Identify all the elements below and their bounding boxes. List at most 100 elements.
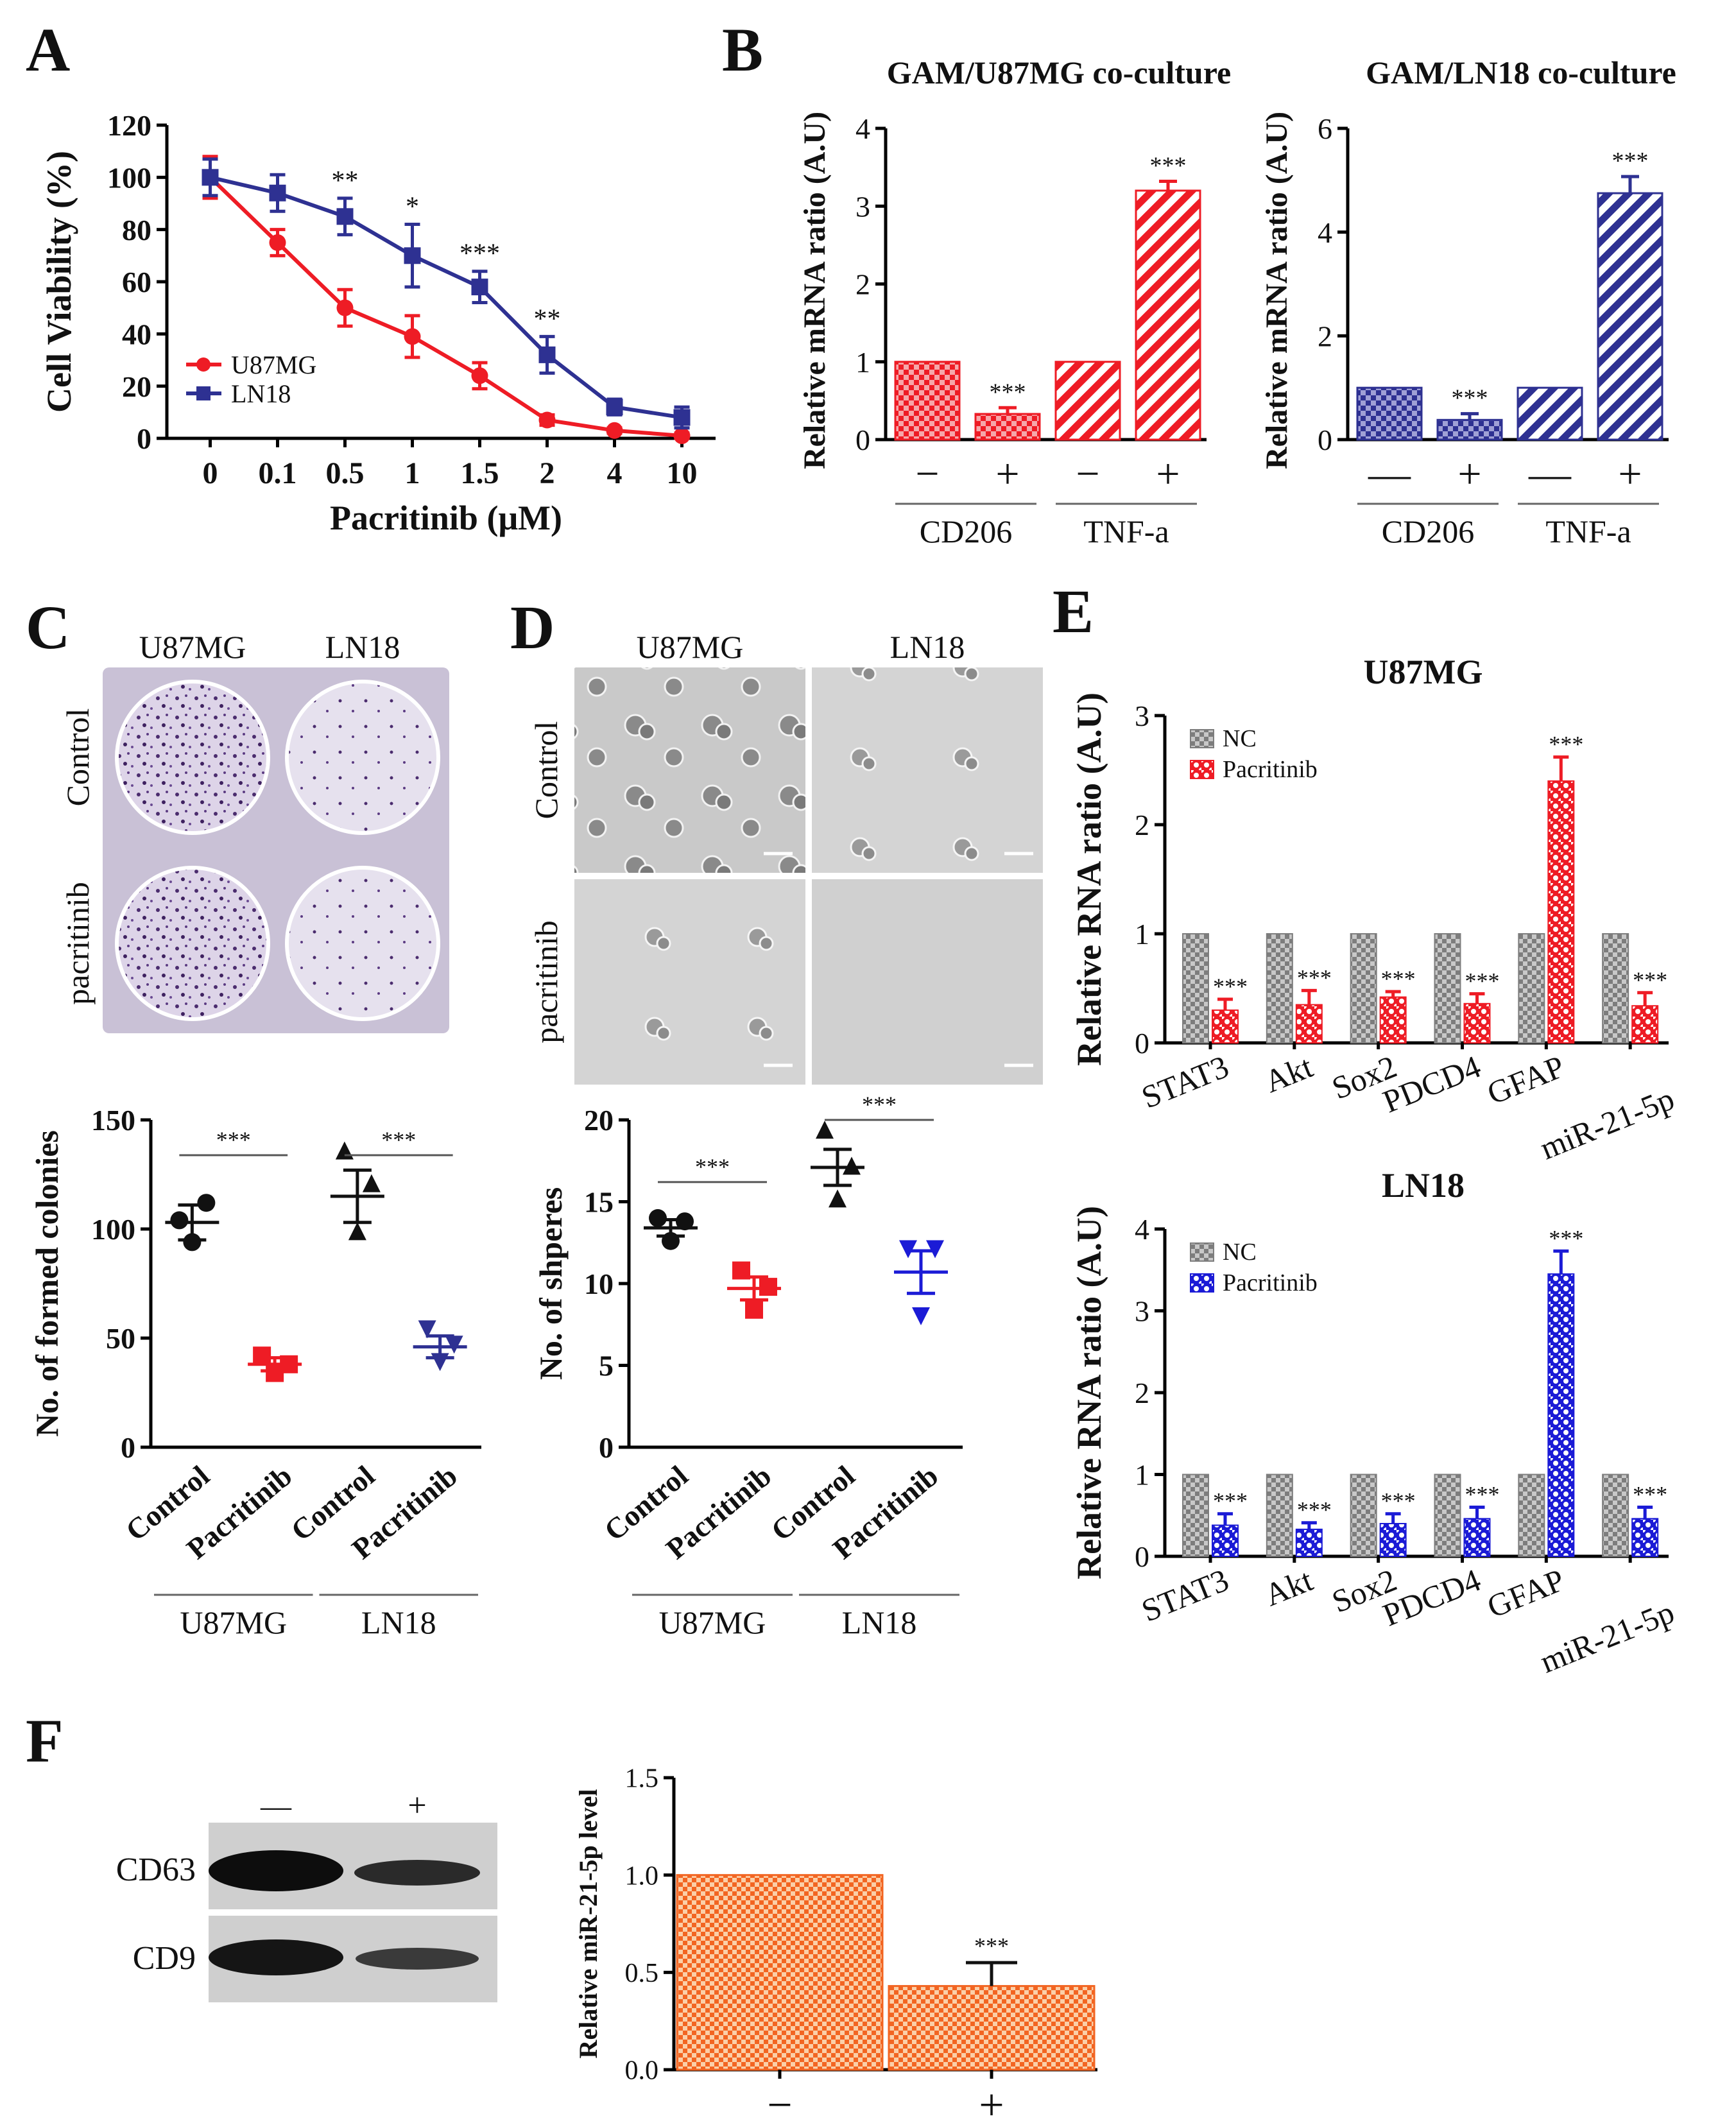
d-top-label-u87mg: U87MG: [637, 629, 744, 665]
a-point-u87mg: [471, 367, 488, 384]
a-point-ln18: [538, 346, 556, 363]
chartE1-legend-swatch: [1190, 729, 1214, 748]
a-legend-marker: [196, 357, 211, 372]
a-significance: **: [332, 166, 359, 196]
blot-row-cd9: CD9: [133, 1940, 196, 1977]
chartD-point: [745, 1300, 763, 1319]
chartB2-bar: [1597, 192, 1663, 441]
band-cd63-minus: [209, 1850, 343, 1891]
panel-letter-a: A: [26, 15, 70, 84]
band-cd63-plus: [354, 1860, 480, 1886]
chart-e-ln18: 0 1 2 3 4 LN18 Relative RNA ratio (A.U) *** STAT…: [1070, 1166, 1679, 1680]
chartE2-y-tick-label: 3: [1135, 1295, 1149, 1328]
chartC-point: [335, 1141, 354, 1160]
chartE2-significance: ***: [1213, 1488, 1248, 1514]
chartB2-significance: ***: [1452, 385, 1488, 412]
chartB1-y-label: Relative mRNA ratio (A.U): [798, 112, 832, 469]
chartD-point: [829, 1189, 847, 1208]
chartB2-bar: [1517, 386, 1583, 441]
a-point-u87mg: [606, 422, 623, 439]
chartE2-bar-nc: [1518, 1474, 1545, 1557]
a-significance: **: [534, 304, 561, 334]
chartC-y-tick-label: 50: [106, 1322, 135, 1355]
a-y-tick-label: 20: [122, 370, 151, 403]
chartE1-x-tick-label: GFAP: [1482, 1048, 1569, 1111]
micrograph-u87mg-control: [574, 667, 805, 873]
chart-f-mir21: 0.0 0.5 1.0 1.5 Relative miR-21-5p level − ***…: [574, 1764, 1097, 2123]
chartC-group-label: LN18: [361, 1604, 436, 1640]
a-y-tick-label: 0: [137, 422, 151, 455]
chartB2-bar: [1356, 386, 1423, 441]
chartE1-x-tick-label: miR-21-5p: [1535, 1080, 1679, 1166]
c-side-label-control: Control: [60, 709, 96, 807]
chartE1-significance: ***: [1549, 732, 1583, 757]
chartC-point: [362, 1174, 381, 1192]
f-significance: ***: [974, 1933, 1009, 1959]
chartB1-group-label: CD206: [920, 513, 1012, 549]
a-point-ln18: [673, 409, 691, 426]
d-top-label-ln18: LN18: [890, 629, 965, 665]
chartB2-y-tick-label: 2: [1318, 320, 1332, 352]
a-legend-label: U87MG: [231, 350, 316, 379]
chartE1-x-tick-label: PDCD4: [1378, 1048, 1486, 1119]
chartE1-x-tick-label: STAT3: [1137, 1048, 1233, 1115]
blot-row-cd63: CD63: [116, 1852, 196, 1888]
chartE1-bar-nc: [1602, 933, 1629, 1044]
chartE2-x-tick-label: PDCD4: [1378, 1561, 1486, 1633]
chartB2-x-tick-label: —: [1528, 451, 1572, 497]
chartB1-y-tick-label: 1: [855, 346, 870, 379]
c-top-label-ln18: LN18: [325, 629, 400, 665]
f-x-tick-label: −: [767, 2081, 792, 2123]
chartE1-bar-nc: [1518, 933, 1545, 1044]
chartC-point: [183, 1233, 202, 1251]
chartE1-y-tick-label: 1: [1135, 918, 1149, 950]
chartC-point: [418, 1320, 436, 1339]
chartC-y-tick-label: 100: [91, 1213, 135, 1246]
a-x-tick-label: 0.1: [259, 456, 297, 490]
chartE1-bar-pacritinib: [1463, 1002, 1491, 1044]
a-x-tick-label: 1.5: [461, 456, 499, 490]
a-x-tick-label: 4: [607, 456, 623, 490]
chartD-y-tick-label: 10: [584, 1268, 614, 1300]
chartE2-bar-nc: [1350, 1474, 1377, 1557]
chartE2-bar-pacritinib: [1463, 1518, 1491, 1558]
micrograph-ln18-control: [812, 667, 1043, 873]
chartB1-y-tick-label: 3: [855, 190, 870, 223]
chartC-y-tick-label: 150: [91, 1104, 135, 1137]
a-x-tick-label: 2: [540, 456, 555, 490]
chartE1-bar-nc: [1266, 933, 1293, 1044]
band-cd9-plus: [356, 1948, 479, 1970]
chartC-y-tick-label: 0: [121, 1431, 135, 1464]
a-x-tick-label: 0.5: [326, 456, 365, 490]
chart-e-u87mg: 0 1 2 3 U87MG Relative RNA ratio (A.U) *** STAT…: [1070, 653, 1679, 1166]
chartE1-bar-pacritinib: [1631, 1005, 1659, 1044]
chartC-point: [431, 1353, 449, 1371]
chartB1-y-tick-label: 2: [855, 268, 870, 301]
chartB2-bar: [1436, 418, 1503, 441]
chartE2-bar-pacritinib: [1295, 1528, 1323, 1558]
chartD-point: [732, 1261, 750, 1280]
plate-ln18-control: [285, 680, 440, 835]
chartB2-group-label: TNF-a: [1545, 513, 1631, 549]
a-x-label: Pacritinib (μM): [330, 499, 562, 537]
chartD-point: [926, 1240, 944, 1259]
a-legend-label: LN18: [231, 379, 291, 408]
chartB1-x-tick-label: −: [915, 451, 939, 497]
a-point-u87mg: [538, 411, 556, 429]
f-x-tick-label: +: [979, 2081, 1004, 2123]
blot-lane-plus: +: [408, 1787, 426, 1824]
a-point-ln18: [336, 208, 354, 225]
chartB2-x-tick-label: +: [1618, 451, 1642, 497]
chartE1-legend-label: NC: [1223, 725, 1257, 752]
a-x-tick-label: 10: [667, 456, 698, 490]
chartB1-x-tick-label: +: [995, 451, 1019, 497]
chartE2-y-tick-label: 2: [1135, 1377, 1149, 1409]
chartC-point: [197, 1194, 216, 1212]
chartE1-bar-nc: [1350, 933, 1377, 1044]
chartD-point: [912, 1307, 930, 1325]
panel-letter-b: B: [722, 15, 763, 84]
micrograph-ln18-pacritinib: [812, 879, 1043, 1085]
a-point-u87mg: [673, 427, 691, 444]
